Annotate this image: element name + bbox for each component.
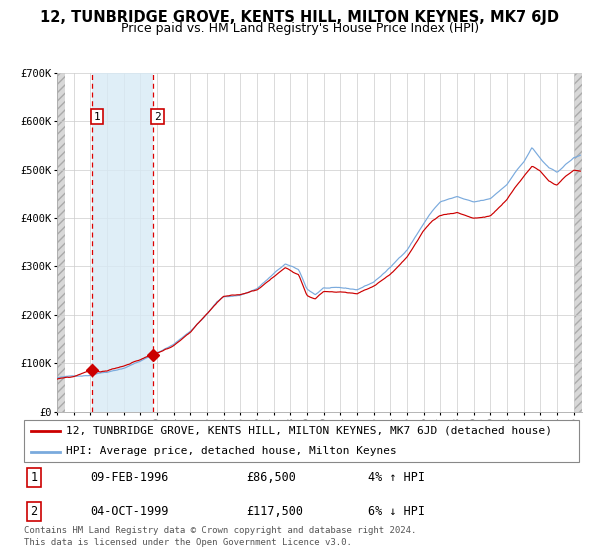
Text: 1: 1 <box>31 471 38 484</box>
Text: 12, TUNBRIDGE GROVE, KENTS HILL, MILTON KEYNES, MK7 6JD (detached house): 12, TUNBRIDGE GROVE, KENTS HILL, MILTON … <box>65 426 551 436</box>
Text: 4% ↑ HPI: 4% ↑ HPI <box>368 471 425 484</box>
Bar <box>57 73 65 412</box>
Text: 2: 2 <box>31 505 38 519</box>
Text: 6% ↓ HPI: 6% ↓ HPI <box>368 505 425 519</box>
Text: £86,500: £86,500 <box>246 471 296 484</box>
Text: HPI: Average price, detached house, Milton Keynes: HPI: Average price, detached house, Milt… <box>65 446 397 456</box>
Bar <box>574 73 582 412</box>
Text: 12, TUNBRIDGE GROVE, KENTS HILL, MILTON KEYNES, MK7 6JD: 12, TUNBRIDGE GROVE, KENTS HILL, MILTON … <box>41 10 560 25</box>
Bar <box>92 73 153 412</box>
Text: 2: 2 <box>154 111 161 122</box>
Text: Price paid vs. HM Land Registry's House Price Index (HPI): Price paid vs. HM Land Registry's House … <box>121 22 479 35</box>
Text: 09-FEB-1996: 09-FEB-1996 <box>91 471 169 484</box>
Text: Contains HM Land Registry data © Crown copyright and database right 2024.
This d: Contains HM Land Registry data © Crown c… <box>24 526 416 547</box>
Text: £117,500: £117,500 <box>246 505 303 519</box>
Text: 04-OCT-1999: 04-OCT-1999 <box>91 505 169 519</box>
Text: 1: 1 <box>94 111 100 122</box>
